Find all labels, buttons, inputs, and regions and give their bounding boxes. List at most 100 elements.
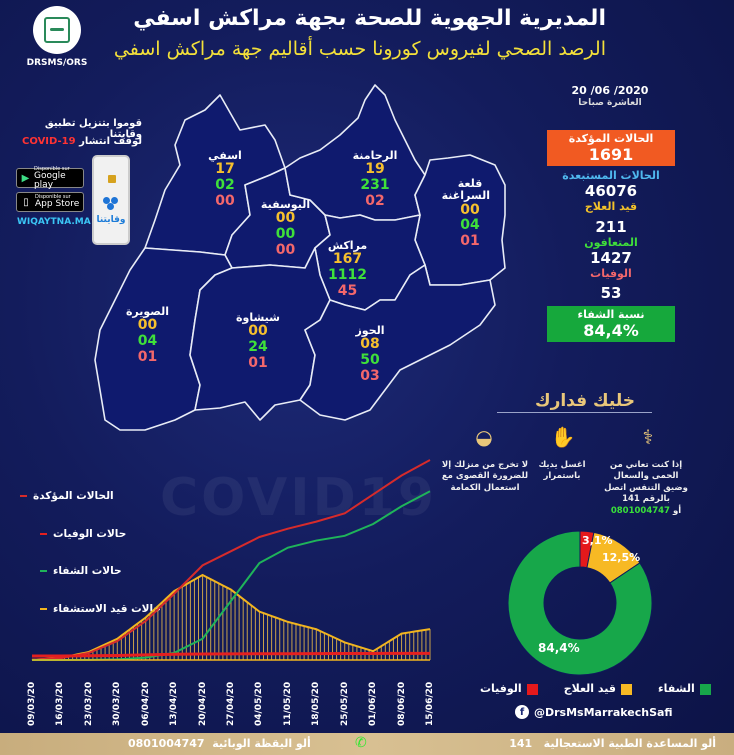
region-recovered: 04 <box>460 217 480 234</box>
x-tick-label: 30/03/20 <box>112 681 123 726</box>
recovery-rate-box: نسبة الشفاء 84,4% <box>547 306 675 342</box>
legend-swatch <box>20 495 27 497</box>
region-recovered: 00 <box>275 225 296 242</box>
stethoscope-icon: ⚕ <box>642 425 654 449</box>
region-youssoufia: اليوسفية 00 00 00 <box>253 198 318 258</box>
hotline-bar: ألو اليقظة الوبائية 0801004747 ✆ ألو الم… <box>0 733 734 755</box>
recovery-rate-label: نسبة الشفاء <box>577 308 645 321</box>
emergency-hotline: ألو المساعدة الطبية الاستعجالية 141 <box>509 737 716 750</box>
cases-line-chart <box>31 459 431 661</box>
page-title: المديرية الجهوية للصحة بجهة مراكش اسفي <box>133 6 606 31</box>
x-tick-label: 16/03/20 <box>55 681 66 726</box>
region-recovered: 24 <box>248 338 268 355</box>
region-name: مراكش <box>327 239 368 252</box>
legend-label: الحالات المؤكدة <box>33 490 114 502</box>
covid-watermark: COVID19 <box>160 468 438 528</box>
phone-icon: ▯ <box>23 196 29 208</box>
region-name: شيشاوة <box>236 311 280 324</box>
x-tick-label: 15/06/20 <box>425 681 435 726</box>
x-tick-label: 08/06/20 <box>396 681 407 726</box>
region-deaths: 45 <box>337 282 358 299</box>
legend-swatch <box>40 608 47 610</box>
awareness-title: خليك فدارك <box>534 391 636 411</box>
region-essaouira: الصويرة 00 04 01 <box>120 305 175 365</box>
hotline-number: 141 <box>509 737 533 750</box>
region-name: الرحامنة <box>352 149 398 162</box>
legend-swatch <box>40 570 47 572</box>
epidemic-hotline: ألو اليقظة الوبائية 0801004747 <box>128 737 311 750</box>
recovery-rate-value: 84,4% <box>583 321 639 340</box>
region-confirmed: 00 <box>248 323 268 340</box>
chart-x-axis: 09/03/20 16/03/20 23/03/20 30/03/20 06/04/20… <box>25 668 435 728</box>
x-tick-label: 20/04/20 <box>197 681 208 726</box>
google-play-badge[interactable]: ▶ Disponible sur Google play <box>16 166 84 190</box>
x-tick-label: 09/03/20 <box>27 681 37 726</box>
page-subtitle: الرصد الصحي لفيروس كورونا حسب أقاليم جهة… <box>113 38 606 60</box>
app-logo-icon <box>103 197 121 211</box>
region-name: اسفي <box>208 149 242 162</box>
legend-label: الشفاء <box>657 682 695 695</box>
under-treatment-value: 211 <box>595 218 627 236</box>
facebook-handle[interactable]: f @DrsMsMarrakechSafi <box>515 705 673 719</box>
region-name: الصويرة <box>125 305 170 318</box>
under-treatment-label: قيد العلاج <box>584 200 638 213</box>
app-store-badge[interactable]: ▯ Disponible sur App Store <box>16 192 84 212</box>
legend-label: قيد العلاج <box>563 682 616 695</box>
phone-mockup: وقايتنا <box>92 155 130 245</box>
confirmed-label: الحالات المؤكدة <box>568 132 654 145</box>
donut-label-treatment: 12,5% <box>602 551 641 564</box>
legend-swatch <box>526 683 538 695</box>
region-chichaoua: شيشاوة 00 24 01 <box>228 311 288 371</box>
legend-recovered: حالات الشفاء <box>40 565 122 577</box>
awareness-item-stay-home: لا تخرج من منزلك إلا للضرورة القصوى مع ا… <box>441 460 529 493</box>
x-tick-label: 27/04/20 <box>226 681 236 726</box>
region-confirmed: 00 <box>275 210 296 227</box>
confirmed-value: 1691 <box>588 145 634 164</box>
ministry-logo <box>33 6 81 54</box>
donut-label-deaths: 3,1% <box>582 534 613 547</box>
crest-icon <box>108 175 116 183</box>
awareness-divider <box>497 412 652 413</box>
region-rhamna: الرحامنة 19 231 02 <box>345 149 405 209</box>
legend-swatch <box>699 683 711 695</box>
x-tick-label: 23/03/20 <box>83 681 94 726</box>
or-label: أو <box>672 505 682 516</box>
excluded-value: 46076 <box>584 182 638 200</box>
x-tick-label: 25/05/20 <box>339 681 350 726</box>
region-confirmed: 00 <box>460 201 480 218</box>
report-time: العاشرة صباحا <box>578 98 642 108</box>
facebook-handle-text: @DrsMsMarrakechSafi <box>534 705 673 719</box>
logo-emblem-icon <box>44 17 70 43</box>
legend-confirmed: الحالات المؤكدة <box>20 490 114 502</box>
region-name: الحوز <box>355 324 385 337</box>
promo-line-1: قوموا بتنزيل تطبيق وقايتنا <box>44 118 142 140</box>
app-name: وقايتنا <box>96 215 126 225</box>
hotline-number: 0801004747 <box>610 505 670 516</box>
x-tick-label: 04/05/20 <box>254 681 265 726</box>
legend-deaths-item: الوفيات <box>480 682 538 695</box>
stats-panel: الحالات المؤكدة 1691 الحالات المستبعدة 4… <box>547 130 675 342</box>
awareness-item-wash-hands: اغسل يديك باستمرار <box>538 460 586 482</box>
confirmed-box: الحالات المؤكدة 1691 <box>547 130 675 166</box>
donut-label-recovered: 84,4% <box>538 641 580 655</box>
region-deaths: 03 <box>360 367 380 384</box>
legend-swatch <box>620 683 632 695</box>
mask-icon: ◒ <box>475 425 493 449</box>
website-link[interactable]: WIQAYTNA.MA <box>17 217 91 227</box>
region-al-haouz: الحوز 08 50 03 <box>345 324 395 384</box>
outcome-donut-chart <box>507 530 653 676</box>
region-deaths: 00 <box>215 192 235 209</box>
deaths-value: 53 <box>600 284 622 302</box>
region-recovered: 02 <box>215 176 235 193</box>
awareness-item-symptoms: إذا كنت تعاني من الحمى والسعال وضيق التن… <box>600 460 692 517</box>
recovered-label: المتعافون <box>584 236 638 249</box>
legend-recovered-item: الشفاء <box>658 682 711 695</box>
awareness-text: إذا كنت تعاني من الحمى والسعال وضيق التن… <box>604 460 688 505</box>
hand-wash-icon: ✋ <box>550 425 576 449</box>
hotline-number: 0801004747 <box>128 737 205 750</box>
donut-legend: الشفاء قيد العلاج الوفيات <box>480 682 711 695</box>
google-big-text: Google play <box>33 170 66 190</box>
region-deaths: 01 <box>460 232 480 249</box>
region-confirmed: 167 <box>332 251 363 268</box>
promo-line-2: لوقف انتشار COVID-19 <box>22 136 142 147</box>
